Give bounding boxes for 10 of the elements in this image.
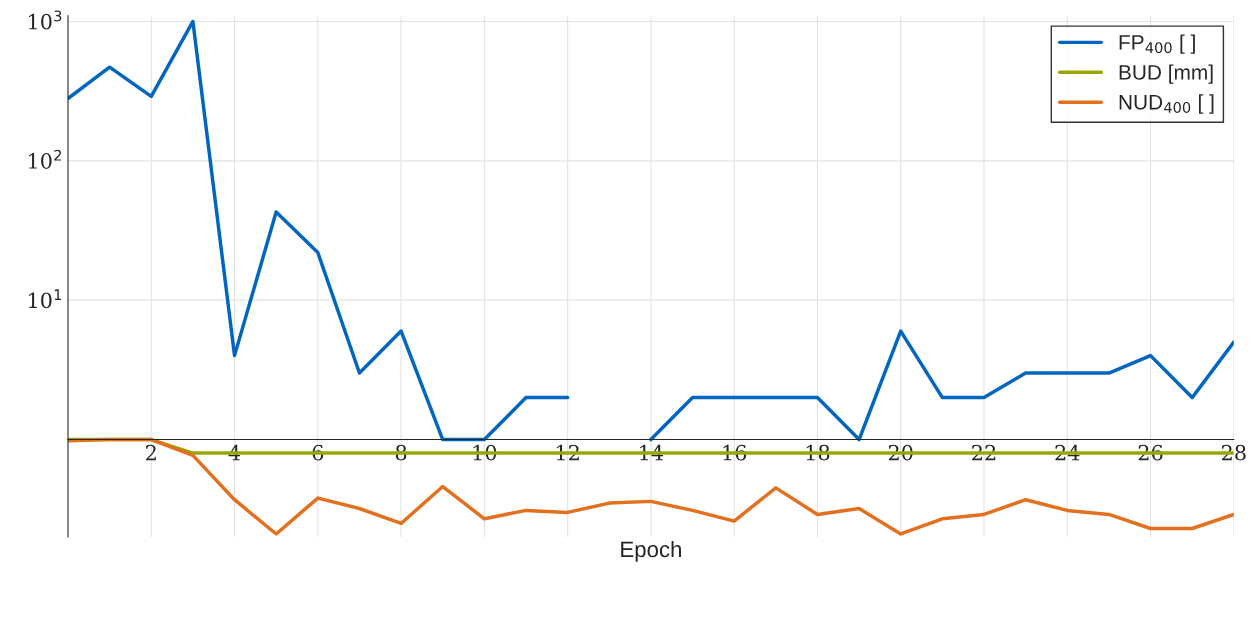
- x-tick-label: 2: [146, 444, 156, 461]
- x-tick-label: 28: [1221, 444, 1246, 461]
- legend-label: FP$_{400}$ [ ]: [1119, 34, 1195, 54]
- x-tick-label: 22: [972, 444, 996, 461]
- y-tick-label: 10$^{1}$: [29, 289, 62, 309]
- legend-label: NUD$_{400}$ [ ]: [1119, 94, 1214, 114]
- y-tick-label: 10$^{2}$: [29, 149, 61, 169]
- x-axis-title: Epoch: [621, 540, 681, 562]
- legend-label: BUD [mm]: [1119, 64, 1213, 84]
- y-tick-label: 10$^{3}$: [29, 10, 62, 30]
